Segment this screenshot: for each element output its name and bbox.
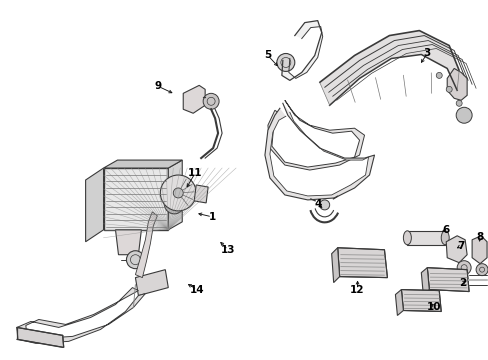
Polygon shape	[471, 236, 486, 264]
Text: 10: 10	[426, 302, 441, 311]
Polygon shape	[421, 268, 428, 294]
Text: 5: 5	[264, 50, 271, 60]
Polygon shape	[446, 236, 466, 263]
Circle shape	[164, 194, 184, 214]
Polygon shape	[267, 100, 364, 170]
Circle shape	[435, 72, 441, 78]
Ellipse shape	[403, 231, 410, 245]
Polygon shape	[17, 328, 63, 347]
Circle shape	[475, 264, 487, 276]
Circle shape	[203, 93, 219, 109]
Text: 11: 11	[187, 168, 202, 178]
Text: 14: 14	[189, 284, 204, 294]
Polygon shape	[281, 21, 322, 80]
Text: 9: 9	[155, 81, 162, 91]
Polygon shape	[17, 288, 145, 343]
Polygon shape	[401, 289, 440, 311]
Polygon shape	[115, 230, 141, 255]
Text: 2: 2	[459, 278, 466, 288]
Text: 7: 7	[457, 241, 464, 251]
Polygon shape	[103, 168, 168, 230]
Polygon shape	[319, 31, 458, 105]
Circle shape	[126, 251, 144, 269]
Polygon shape	[135, 270, 168, 296]
Polygon shape	[168, 160, 182, 230]
Circle shape	[455, 107, 471, 123]
Circle shape	[319, 200, 329, 210]
Circle shape	[173, 188, 183, 198]
Polygon shape	[85, 168, 103, 242]
Ellipse shape	[440, 231, 448, 245]
Polygon shape	[264, 103, 374, 200]
Bar	[407, 231, 444, 245]
Text: 12: 12	[349, 284, 364, 294]
Text: 6: 6	[442, 225, 449, 235]
Polygon shape	[427, 268, 468, 292]
Polygon shape	[395, 289, 403, 315]
Text: 1: 1	[208, 212, 215, 222]
Circle shape	[446, 86, 451, 92]
Polygon shape	[194, 185, 208, 203]
Text: 3: 3	[423, 49, 430, 58]
Circle shape	[160, 175, 196, 211]
Circle shape	[276, 54, 294, 71]
Polygon shape	[103, 160, 182, 168]
Text: 4: 4	[313, 199, 321, 209]
Polygon shape	[183, 85, 205, 113]
Polygon shape	[135, 212, 157, 278]
Polygon shape	[447, 68, 466, 100]
Text: 8: 8	[475, 232, 483, 242]
Circle shape	[456, 261, 470, 275]
Polygon shape	[337, 248, 386, 278]
Text: 13: 13	[221, 245, 235, 255]
Polygon shape	[331, 248, 339, 283]
Circle shape	[455, 100, 461, 106]
